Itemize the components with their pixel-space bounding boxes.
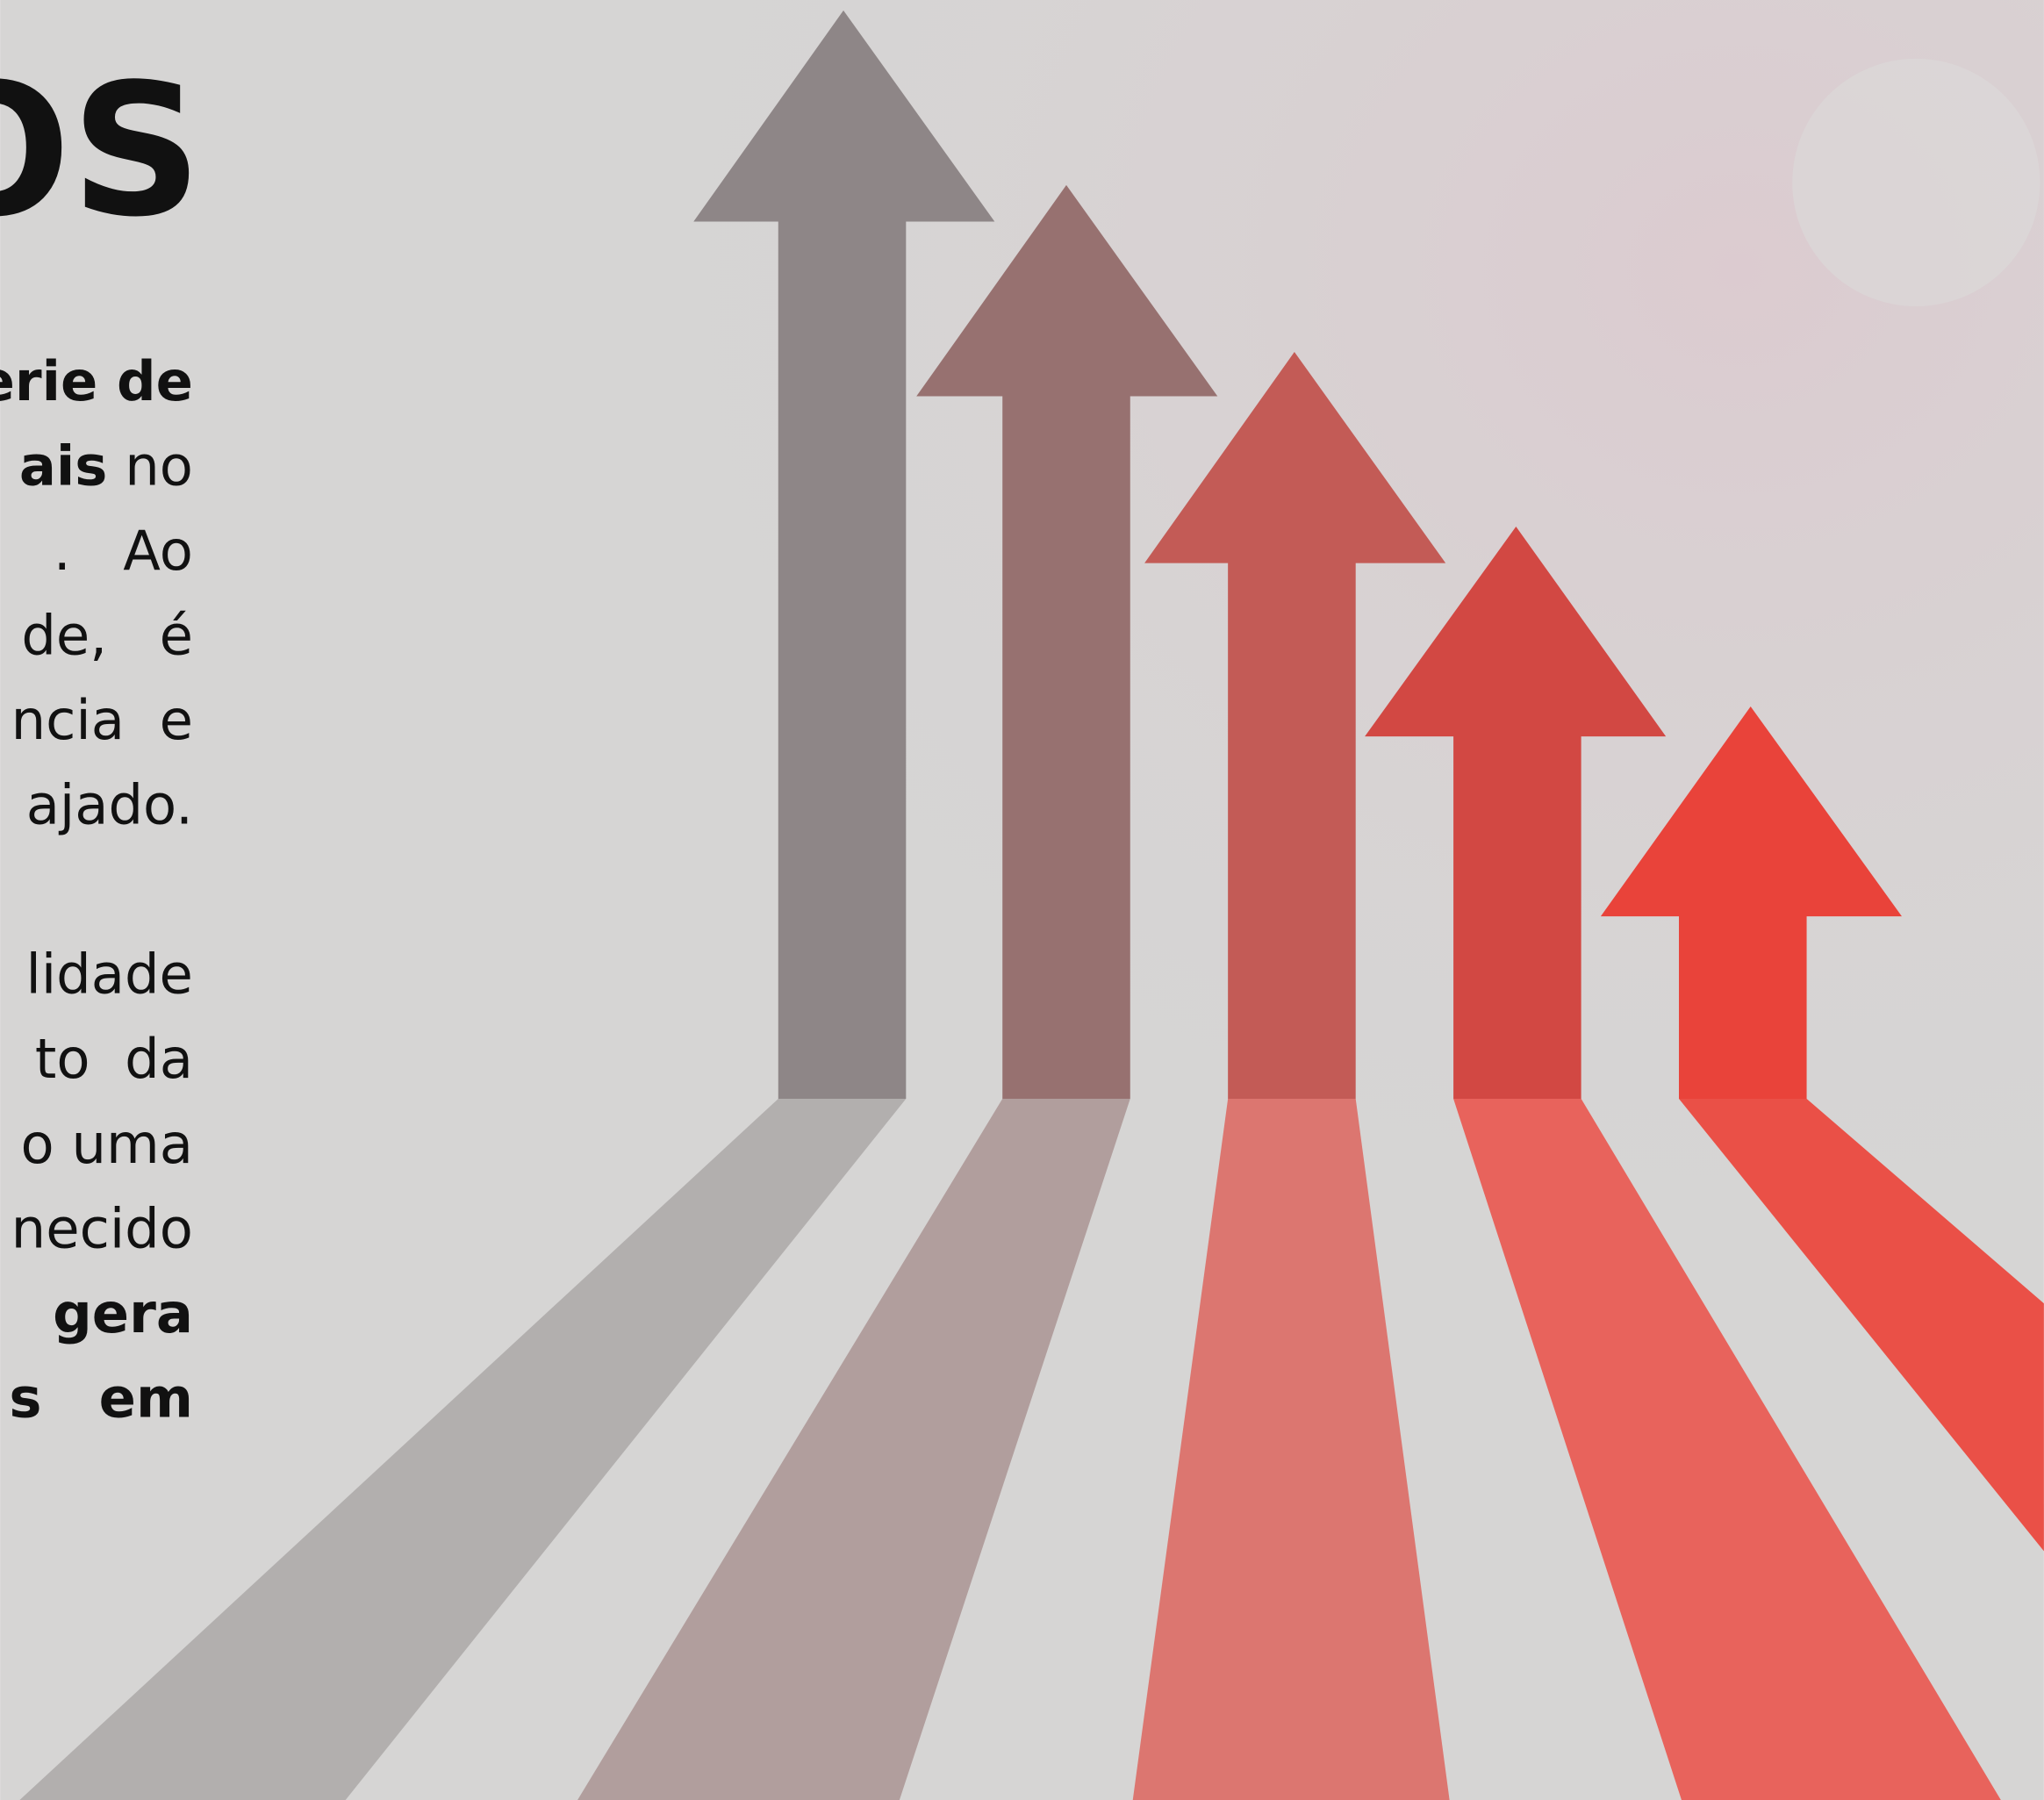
arrow-shadow <box>1679 1098 2044 1552</box>
blur-circle <box>1792 58 2040 307</box>
text-span: ajado. <box>26 773 193 837</box>
body-text: erie de ais no . Ao de, é ncia e ajado. lidade… <box>0 349 193 1430</box>
text-span: to da <box>35 1027 193 1091</box>
arrow-shadow <box>1132 1098 1450 1800</box>
arrow-shadow <box>577 1098 1130 1800</box>
arrow-body <box>693 10 995 1099</box>
text-line: lidade <box>26 943 193 1007</box>
text-span: ais <box>19 434 108 498</box>
text-span: no <box>107 434 193 498</box>
text-line: . Ao <box>54 519 193 583</box>
text-span: ncia e <box>11 688 193 752</box>
arrow <box>577 184 1218 1800</box>
arrow-shadow <box>1453 1098 2001 1800</box>
text-line: s em <box>9 1366 193 1430</box>
arrow <box>1600 706 2044 1552</box>
text-span: o uma <box>20 1112 192 1176</box>
arrow-shadow <box>19 1098 907 1800</box>
text-span: gera <box>53 1281 193 1345</box>
arrow-body <box>1144 351 1446 1099</box>
text-line: to da <box>35 1027 193 1091</box>
text-span: s em <box>9 1366 193 1430</box>
text-line: ncia e <box>11 688 193 752</box>
text-line: necido <box>11 1196 193 1260</box>
text-span: erie de <box>0 349 193 413</box>
arrow-body <box>1600 706 1902 1099</box>
text-line: de, é <box>21 604 193 668</box>
arrow <box>19 10 995 1800</box>
arrow <box>1132 351 1450 1800</box>
text-line: erie de <box>0 349 193 413</box>
text-line: gera <box>53 1281 193 1345</box>
text-span: lidade <box>26 943 193 1007</box>
text-line: o uma <box>20 1112 192 1176</box>
text-line: ais no <box>19 434 193 498</box>
text-line: ajado. <box>26 773 193 837</box>
arrow-body <box>1365 527 1667 1099</box>
arrow <box>1365 527 2001 1800</box>
arrow-body <box>916 184 1218 1099</box>
text-span: de, é <box>21 604 193 668</box>
title: OS <box>0 46 202 258</box>
text-span: . Ao <box>54 519 193 583</box>
text-span: necido <box>11 1196 193 1260</box>
